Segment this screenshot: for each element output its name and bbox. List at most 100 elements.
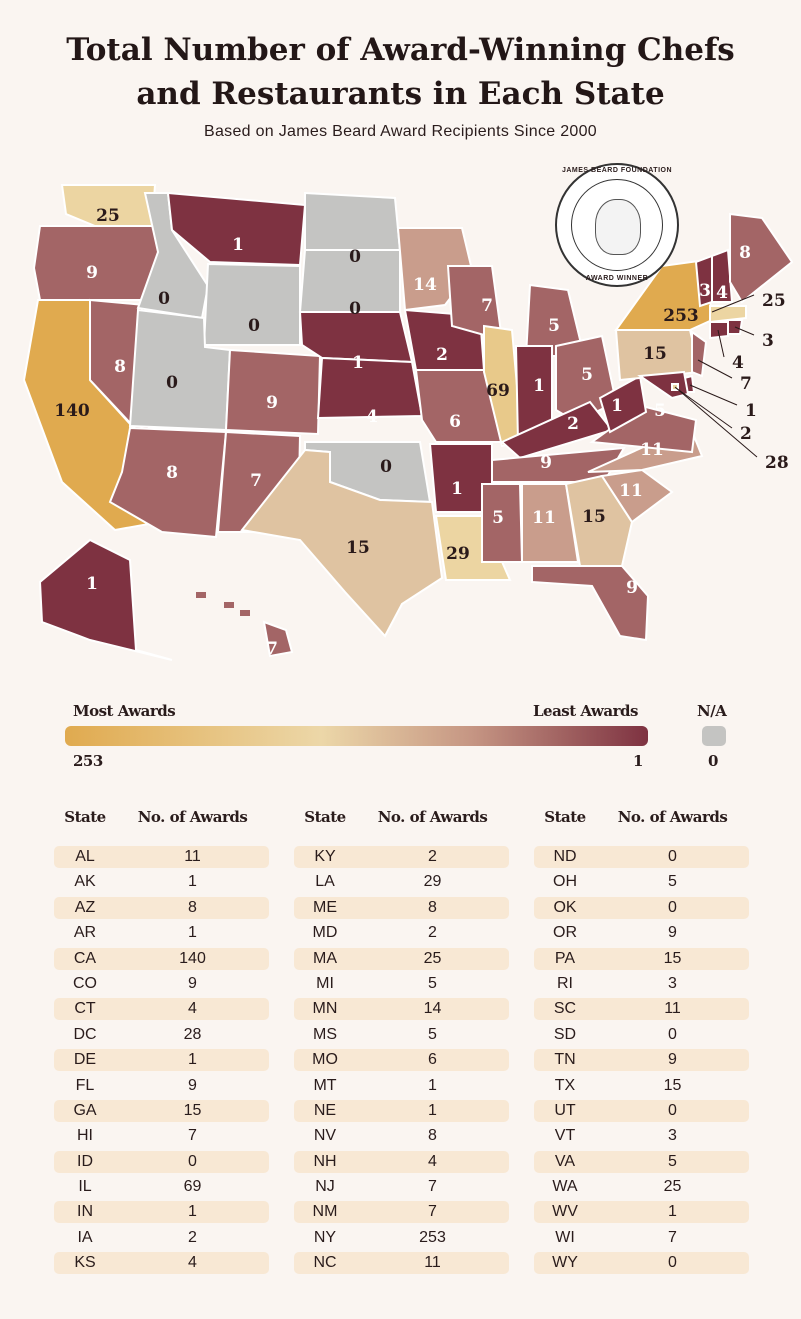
state-value-SD: 0 [349, 299, 361, 319]
header-awards: No. of Awards [137, 808, 248, 826]
state-abbr: LA [315, 873, 335, 891]
state-abbr: MT [313, 1076, 337, 1094]
state-ND[interactable] [304, 191, 402, 251]
state-value-OR: 9 [86, 263, 98, 283]
award-count: 1 [668, 1203, 677, 1221]
table-row: MO 6 [294, 1049, 509, 1072]
state-abbr: NM [312, 1203, 338, 1221]
table-row: IA 2 [54, 1227, 269, 1249]
state-CT[interactable] [709, 321, 729, 340]
james-beard-badge-logo: JAMES BEARD FOUNDATION AWARD WINNER [555, 163, 679, 287]
state-FL[interactable] [531, 565, 650, 642]
state-NJ[interactable] [691, 330, 708, 378]
state-value-OH: 5 [581, 365, 593, 385]
table-row: KS 4 [54, 1252, 269, 1275]
state-value-MS: 5 [492, 508, 504, 528]
state-abbr: NY [313, 1228, 337, 1246]
callout-line-CT [717, 329, 725, 358]
state-TX[interactable] [240, 448, 444, 638]
state-abbr: TX [554, 1076, 576, 1094]
state-value-MA: 25 [762, 291, 786, 311]
award-count: 11 [664, 1000, 681, 1018]
state-abbr: NV [313, 1127, 337, 1145]
callout-line-MA [711, 294, 755, 313]
award-count: 7 [428, 1203, 437, 1221]
table-header: State No. of Awards [54, 808, 269, 846]
state-value-IL: 69 [486, 381, 510, 401]
state-value-KY: 2 [567, 414, 579, 434]
state-HI[interactable] [262, 620, 294, 658]
header-awards: No. of Awards [377, 808, 488, 826]
state-value-NH: 4 [716, 283, 728, 303]
state-CO[interactable] [224, 348, 322, 436]
state-value-AZ: 8 [166, 463, 178, 483]
state-abbr: WI [555, 1228, 575, 1246]
legend-na-value: 0 [708, 752, 718, 770]
state-abbr: DC [73, 1025, 97, 1043]
table-row: MA 25 [294, 947, 509, 970]
hawaii-island [240, 610, 250, 616]
state-AL[interactable] [521, 483, 580, 563]
table-row: MN 14 [294, 998, 509, 1021]
state-MA[interactable] [709, 305, 747, 324]
state-abbr: CT [74, 1000, 96, 1018]
awards-table-2: State No. of Awards KY 2 LA 29 ME 8 MD 2 MA 25 MI 5 MN… [294, 808, 509, 1278]
state-WY[interactable] [202, 262, 301, 346]
award-count: 7 [188, 1127, 197, 1145]
table-row: SD 0 [534, 1024, 749, 1046]
state-abbr: AZ [74, 898, 96, 916]
legend-gradient-bar [65, 726, 648, 746]
table-row: SC 11 [534, 998, 749, 1021]
state-value-AK: 1 [86, 574, 98, 594]
callout-line-DC [674, 386, 758, 458]
state-value-VT: 3 [699, 281, 711, 301]
state-abbr: MO [312, 1051, 338, 1069]
table-row: NC 11 [294, 1252, 509, 1275]
award-count: 0 [668, 898, 677, 916]
table-row: NE 1 [294, 1099, 509, 1122]
state-value-SC: 11 [619, 481, 643, 501]
state-abbr: UT [554, 1101, 576, 1119]
header-state: State [304, 808, 346, 826]
award-count: 0 [668, 1254, 677, 1272]
table-row: LA 29 [294, 871, 509, 893]
state-value-TN: 9 [540, 453, 552, 473]
state-abbr: IA [77, 1228, 93, 1246]
state-SC[interactable] [600, 468, 674, 524]
state-NH[interactable] [711, 248, 734, 303]
award-count: 9 [668, 924, 677, 942]
legend-max-value: 253 [73, 752, 103, 770]
state-WV[interactable] [598, 374, 648, 434]
state-abbr: NC [313, 1254, 337, 1272]
award-count: 7 [668, 1228, 677, 1246]
state-LA[interactable] [434, 515, 512, 581]
state-value-WV: 1 [611, 396, 623, 416]
title-line-2: and Restaurants in Each State [136, 76, 665, 112]
state-abbr: VA [554, 1152, 576, 1170]
state-abbr: NE [313, 1101, 337, 1119]
state-MT[interactable] [166, 191, 307, 267]
award-count: 4 [428, 1152, 437, 1170]
badge-inner-ring [571, 179, 663, 271]
award-count: 5 [668, 1152, 677, 1170]
state-MO[interactable] [414, 369, 508, 443]
table-row: NH 4 [294, 1150, 509, 1173]
award-count: 0 [188, 1152, 197, 1170]
state-AK[interactable] [38, 538, 173, 661]
state-value-FL: 9 [626, 578, 638, 598]
header-state: State [544, 808, 586, 826]
state-abbr: WY [552, 1254, 578, 1272]
state-MD[interactable] [637, 370, 690, 400]
state-value-NC: 11 [640, 440, 664, 460]
state-ME[interactable] [729, 212, 794, 304]
state-abbr: RI [557, 974, 573, 992]
state-abbr: CO [73, 974, 97, 992]
state-abbr: WV [552, 1203, 578, 1221]
award-count: 9 [188, 1076, 197, 1094]
award-count: 15 [663, 1076, 682, 1094]
table-row: MD 2 [294, 922, 509, 944]
state-abbr: ND [553, 848, 577, 865]
state-value-NM: 7 [250, 471, 262, 491]
